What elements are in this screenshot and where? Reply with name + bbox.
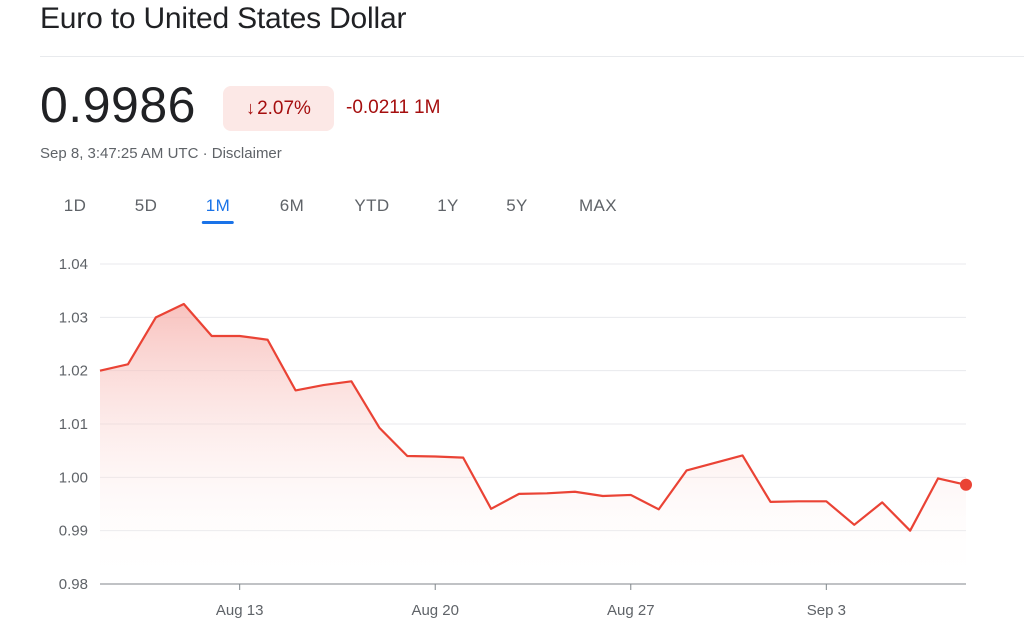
change-absolute-value: -0.0211 [346, 97, 410, 118]
current-price-point [960, 478, 972, 491]
y-tick-label: 0.98 [59, 576, 88, 593]
y-tick-label: 1.00 [59, 469, 88, 486]
tab-6m[interactable]: 6M [279, 196, 305, 215]
x-tick-label: Aug 20 [411, 602, 459, 619]
tab-1d[interactable]: 1D [63, 196, 87, 215]
tab-1m[interactable]: 1M [201, 190, 235, 224]
timestamp: Sep 8, 3:47:25 AM UTC [40, 145, 199, 162]
x-tick-label: Aug 13 [216, 602, 264, 619]
chart-area [100, 304, 966, 584]
current-price: 0.9986 [40, 77, 196, 133]
tab-5y[interactable]: 5Y [506, 196, 528, 215]
y-tick-label: 1.04 [59, 256, 88, 273]
x-tick-label: Aug 27 [607, 602, 655, 619]
change-percent-value: 2.07% [257, 97, 311, 119]
y-tick-label: 1.03 [59, 309, 88, 326]
arrow-down-icon: ↓ [246, 98, 256, 118]
tab-5d[interactable]: 5D [134, 196, 158, 215]
page-title: Euro to United States Dollar [40, 2, 407, 35]
change-period-label: 1M [414, 97, 441, 118]
tab-max[interactable]: MAX [578, 196, 618, 215]
y-tick-label: 1.01 [59, 416, 88, 433]
y-tick-label: 1.02 [59, 363, 88, 380]
chart-points [99, 303, 972, 531]
change-percent-badge: ↓ 2.07% [223, 86, 334, 131]
tab-ytd[interactable]: YTD [354, 196, 390, 215]
header-divider [40, 56, 1024, 57]
price-line [99, 302, 967, 532]
meta-separator: · [202, 145, 208, 162]
x-tick-label: Sep 3 [807, 602, 846, 619]
timestamp-line: Sep 8, 3:47:25 AM UTC · Disclaimer [40, 145, 282, 162]
y-tick-label: 0.99 [59, 523, 88, 540]
chart-axes: 1.04 1.03 1.02 1.01 1.00 0.99 0.98 Aug 13 Aug 20… [59, 256, 966, 619]
chart-line [99, 302, 967, 532]
price-area [100, 304, 966, 584]
tab-1y[interactable]: 1Y [437, 196, 459, 215]
disclaimer-link[interactable]: Disclaimer [211, 145, 282, 162]
change-absolute: -0.0211 1M [346, 97, 440, 119]
